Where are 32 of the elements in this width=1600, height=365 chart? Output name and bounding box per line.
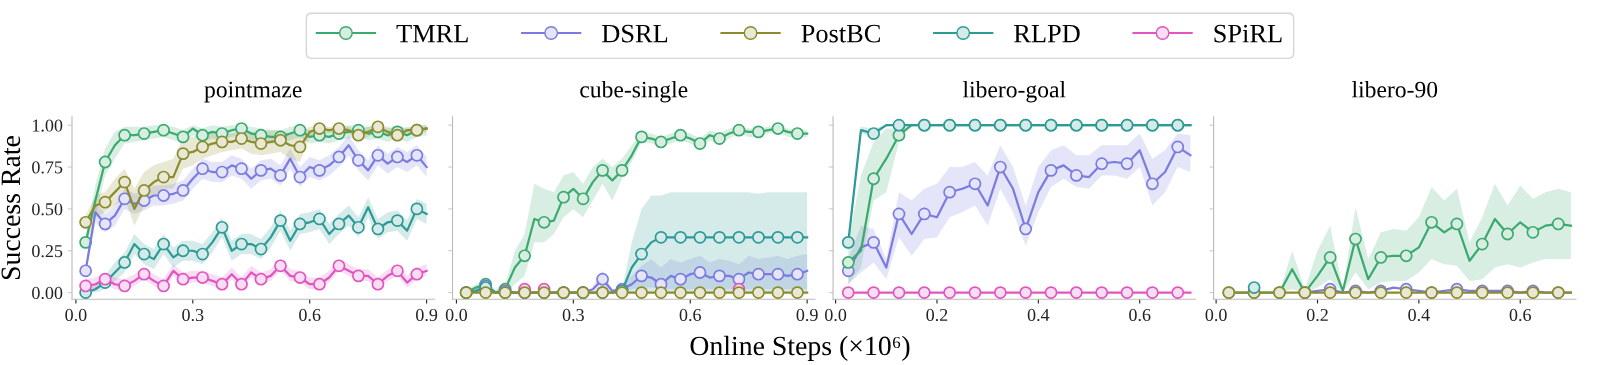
x-tick-label: 0.6 xyxy=(679,308,701,322)
x-tick-label: 0.6 xyxy=(299,308,321,322)
legend-label: RLPD xyxy=(1014,24,1080,43)
legend-label: PostBC xyxy=(801,24,880,43)
y-tick-label: 0.25 xyxy=(32,245,63,258)
x-tick-label: 0.0 xyxy=(1205,308,1227,322)
x-tick-label: 0.4 xyxy=(1027,308,1050,322)
chart-title: libero-goal xyxy=(962,80,1066,103)
x-tick-label: 0.0 xyxy=(445,308,468,322)
x-tick-label: 0.3 xyxy=(562,308,584,322)
x-tick-label: 0.0 xyxy=(65,308,87,322)
legend-label: SPiRL xyxy=(1214,24,1282,43)
x-tick-label: 0.2 xyxy=(1306,308,1328,322)
chart-title: pointmaze xyxy=(204,81,302,103)
chart-title: libero-90 xyxy=(1351,80,1438,98)
x-tick-label: 0.3 xyxy=(182,308,204,322)
y-tick-label: 0.00 xyxy=(32,286,63,300)
x-tick-label: 0.4 xyxy=(1408,308,1430,322)
x-tick-label: 0.9 xyxy=(416,308,438,322)
y-tick-label: 0.75 xyxy=(32,161,63,174)
y-tick-label: 0.50 xyxy=(32,203,63,216)
x-tick-label: 0.2 xyxy=(926,308,948,322)
x-tick-label: 0.6 xyxy=(1509,308,1531,322)
legend-label: TMRL xyxy=(396,24,468,43)
x-tick-label: 0.0 xyxy=(825,308,847,322)
legend-label: DSRL xyxy=(602,24,668,43)
y-axis-title: Success Rate xyxy=(1,136,21,280)
x-axis-title: Online Steps (×10⁶) xyxy=(690,335,910,361)
x-tick-label: 0.9 xyxy=(796,308,818,322)
x-tick-label: 0.6 xyxy=(1129,308,1151,322)
chart-title: cube-single xyxy=(580,80,688,103)
y-tick-label: 1.00 xyxy=(32,119,63,132)
